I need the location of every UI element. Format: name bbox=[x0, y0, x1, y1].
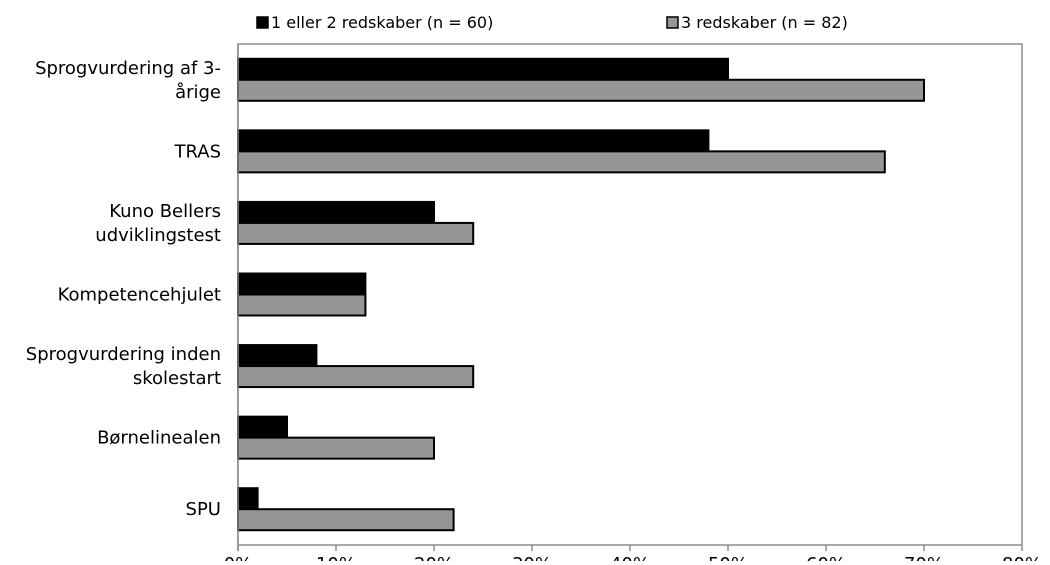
bar-series2-0 bbox=[237, 78, 925, 102]
category-label-2-line1: udviklingstest bbox=[95, 225, 221, 246]
bar-series1-3 bbox=[237, 272, 367, 296]
category-label-6: SPU bbox=[186, 499, 221, 520]
legend-label-2: 3 redskaber (n = 82) bbox=[681, 13, 848, 32]
bar-series1-6 bbox=[237, 487, 259, 511]
bar-series2-3 bbox=[237, 293, 367, 317]
bar-series1-4 bbox=[237, 344, 318, 368]
bar-series2-2 bbox=[237, 221, 475, 245]
category-label-4-line1: skolestart bbox=[133, 368, 221, 389]
bar-series2-6 bbox=[237, 508, 455, 532]
bar-series2-5 bbox=[237, 436, 435, 460]
category-label-5: Børnelinealen bbox=[97, 428, 221, 449]
category-label-3: Kompetencehjulet bbox=[58, 285, 221, 306]
category-label-0-line0: Sprogvurdering af 3- bbox=[35, 58, 221, 79]
x-tick-label-7: 70% bbox=[904, 554, 944, 561]
category-label-1: TRAS bbox=[173, 141, 221, 162]
bar-series1-0 bbox=[237, 57, 729, 81]
x-tick-label-1: 10% bbox=[316, 554, 356, 561]
category-label-4-line0: Sprogvurdering inden bbox=[26, 344, 221, 365]
x-tick-label-3: 30% bbox=[512, 554, 552, 561]
legend-swatch-2 bbox=[666, 16, 679, 29]
bar-series1-5 bbox=[237, 415, 288, 439]
x-tick-label-2: 20% bbox=[414, 554, 454, 561]
x-tick-label-4: 40% bbox=[610, 554, 650, 561]
legend-swatch-1 bbox=[256, 16, 269, 29]
category-label-0-line1: årige bbox=[175, 82, 221, 103]
x-tick-label-8: 80% bbox=[1002, 554, 1042, 561]
x-tick-label-5: 50% bbox=[708, 554, 748, 561]
bar-series2-1 bbox=[237, 150, 886, 174]
bar-series2-4 bbox=[237, 365, 475, 389]
x-tick-label-6: 60% bbox=[806, 554, 846, 561]
bar-series1-2 bbox=[237, 200, 435, 224]
legend-label-1: 1 eller 2 redskaber (n = 60) bbox=[271, 13, 493, 32]
category-label-2-line0: Kuno Bellers bbox=[109, 201, 221, 222]
bar-series1-1 bbox=[237, 129, 710, 153]
x-tick-label-0: 0% bbox=[224, 554, 253, 561]
